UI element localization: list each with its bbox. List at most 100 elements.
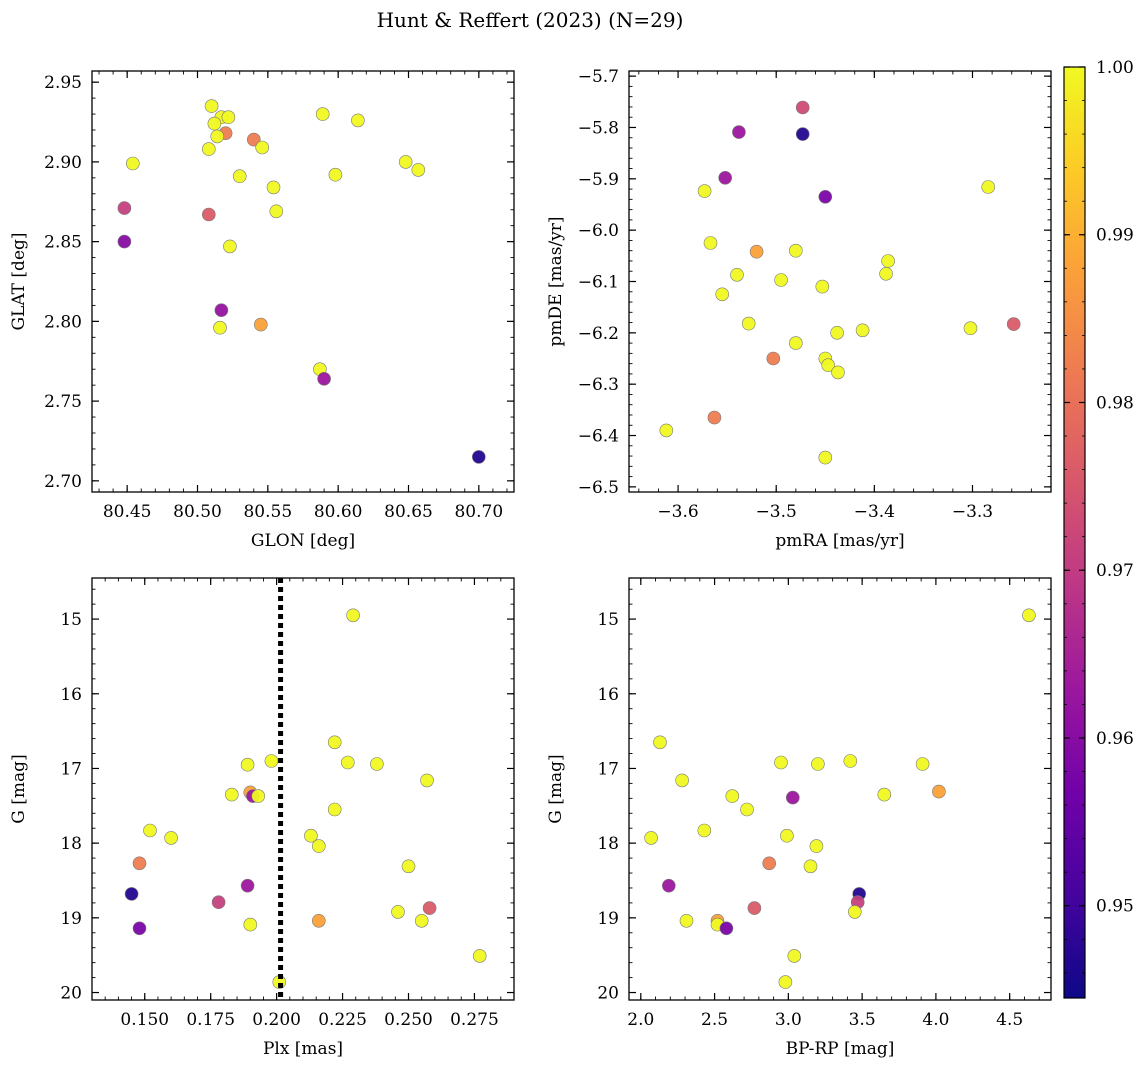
data-point	[679, 913, 694, 928]
y-tick-label: 20	[597, 984, 619, 1004]
x-axis-label: GLON [deg]	[251, 531, 355, 551]
data-point	[304, 828, 318, 843]
data-point	[414, 913, 429, 928]
x-tick-label: 80.45	[103, 502, 152, 522]
data-point	[315, 107, 330, 121]
y-tick-label: −6.5	[578, 478, 619, 498]
data-point	[963, 321, 978, 336]
data-point	[915, 757, 930, 771]
y-tick-label: 2.95	[44, 73, 82, 93]
x-tick-label: −3.5	[756, 502, 797, 522]
data-point	[818, 190, 833, 204]
y-axis-label: G [mag]	[9, 754, 29, 823]
data-point	[1022, 608, 1036, 623]
data-point	[1006, 317, 1021, 331]
data-point	[803, 859, 818, 874]
data-point	[243, 917, 258, 932]
data-point	[398, 155, 413, 169]
x-tick-label: 2.5	[701, 1010, 728, 1030]
y-tick-label: 2.75	[44, 392, 82, 412]
colorbar-tick-label: 1.00	[1096, 58, 1134, 78]
colorbar-tick-label: 0.95	[1096, 897, 1134, 917]
colorbar-tick-label: 0.99	[1096, 226, 1134, 246]
data-point	[117, 201, 132, 215]
y-tick-label: 20	[60, 984, 82, 1004]
data-point	[741, 316, 756, 331]
data-point	[830, 325, 844, 340]
data-point	[132, 856, 147, 871]
data-point	[126, 156, 140, 171]
data-point	[707, 410, 722, 425]
x-tick-label: −3.4	[854, 502, 895, 522]
x-tick-label: 3.5	[849, 1010, 876, 1030]
data-point	[787, 949, 802, 963]
x-tick-label: 2.0	[627, 1010, 654, 1030]
data-point	[232, 169, 247, 183]
data-point	[420, 773, 434, 788]
data-point	[774, 755, 788, 770]
data-point	[718, 171, 733, 185]
data-point	[214, 303, 229, 318]
data-point	[749, 244, 764, 259]
data-point	[747, 901, 762, 915]
y-tick-label: 2.70	[44, 472, 82, 492]
data-point	[778, 975, 793, 989]
data-point	[340, 755, 355, 770]
y-tick-label: −6.1	[578, 273, 619, 293]
x-tick-label: 0.200	[252, 1010, 301, 1030]
data-point	[697, 823, 712, 838]
x-tick-label: 0.175	[186, 1010, 235, 1030]
data-point	[225, 787, 239, 802]
data-point	[788, 336, 803, 350]
data-point	[370, 757, 384, 771]
data-point	[847, 905, 862, 919]
data-point	[311, 839, 326, 853]
plot-frame	[91, 577, 515, 1001]
y-tick-label: 15	[597, 610, 619, 630]
data-point	[730, 267, 744, 282]
data-point	[311, 913, 326, 928]
y-tick-label: −6.3	[578, 375, 619, 395]
scatter-panel-3: 0.150 0.175 0.200 0.225 0.250 0.275 15 16 17 18 19…	[9, 577, 515, 1059]
data-point	[207, 116, 222, 131]
scatter-panel-4: 2.0 2.5 3.0 3.5 4.0 4.5 15 16 17 18 19 20 BP-RP [mag…	[546, 577, 1052, 1059]
data-point	[821, 358, 836, 373]
data-point	[811, 757, 825, 771]
y-tick-label: 16	[60, 685, 82, 705]
data-point	[211, 895, 226, 910]
x-tick-label: 80.70	[454, 502, 503, 522]
data-point	[703, 236, 718, 250]
data-point	[697, 184, 712, 198]
data-point	[202, 142, 216, 156]
plot-frame	[628, 577, 1052, 1001]
data-point	[411, 163, 426, 177]
data-point	[327, 735, 342, 750]
data-point	[213, 320, 227, 335]
y-tick-label: −5.9	[578, 170, 619, 190]
x-tick-label: −3.3	[952, 502, 993, 522]
data-point	[210, 129, 224, 144]
x-tick-label: −3.6	[657, 502, 698, 522]
data-point	[932, 784, 946, 799]
scatter-panel-2: −3.6 −3.5 −3.4 −3.3 −6.5 −6.4 −6.3 −6.2 −6.1 −6.0…	[546, 67, 1052, 551]
x-tick-label: 4.5	[996, 1010, 1023, 1030]
x-tick-label: 0.275	[450, 1010, 499, 1030]
data-point	[253, 317, 268, 332]
data-point	[327, 802, 342, 817]
data-point	[204, 99, 219, 113]
data-point	[328, 167, 343, 182]
data-point	[780, 828, 794, 843]
data-point	[715, 287, 730, 302]
x-tick-label: 80.50	[173, 502, 222, 522]
data-point	[221, 110, 236, 124]
colorbar-tick-label: 0.97	[1096, 561, 1134, 581]
y-tick-label: −6.2	[578, 324, 619, 344]
y-tick-label: −6.0	[578, 221, 619, 241]
y-axis-label: GLAT [deg]	[9, 232, 29, 330]
data-point	[653, 735, 667, 750]
y-tick-label: 2.85	[44, 233, 82, 253]
scatter-panel-1: 80.45 80.50 80.55 80.60 80.65 80.70 2.70 2.75 2.…	[9, 70, 515, 551]
data-point	[762, 856, 777, 871]
data-point	[809, 839, 824, 853]
data-point	[351, 113, 365, 128]
